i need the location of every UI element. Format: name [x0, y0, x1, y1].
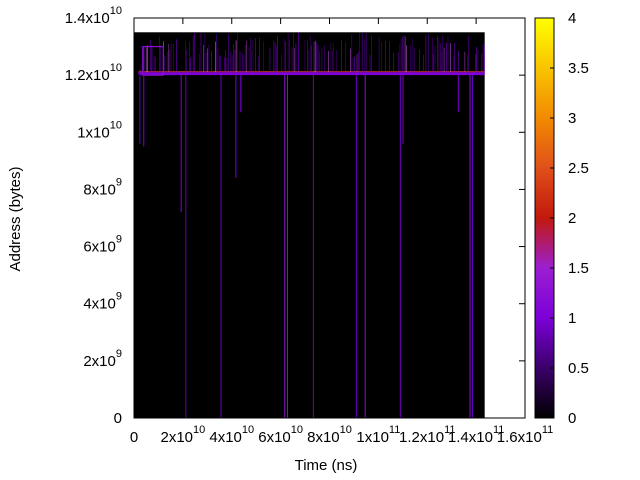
x-tick-exponent: 10	[193, 424, 205, 436]
y-tick-label: 6x109	[83, 234, 122, 256]
x-tick-label: 1.6x1011	[497, 424, 553, 446]
x-axis-label: Time (ns)	[295, 457, 358, 474]
colorbar: 0 0.5 1 1.5 2 2.5 3 3.5 4	[534, 10, 589, 427]
x-tick-exponent: 10	[340, 424, 352, 436]
colorbar-tick-label: 4	[568, 10, 576, 27]
x-tick-exponent: 11	[444, 424, 455, 436]
heatmap-early-region	[142, 45, 164, 76]
colorbar-tick-label: 1	[568, 310, 576, 327]
colorbar-tick-label: 2	[568, 210, 576, 227]
x-tick-label: 2x1010	[160, 424, 205, 446]
y-tick-label: 0	[114, 410, 122, 427]
y-tick-label: 2x109	[83, 348, 122, 370]
y-tick-label: 1x1010	[77, 119, 122, 141]
y-tick-exponent: 9	[116, 291, 122, 303]
x-tick-label: 8x1010	[307, 424, 352, 446]
plot-area	[134, 32, 485, 419]
x-tick-label: 6x1010	[258, 424, 303, 446]
x-tick-label: 4x1010	[209, 424, 254, 446]
y-tick-exponent: 9	[116, 348, 122, 360]
y-tick-label: 1.2x1010	[65, 62, 122, 84]
colorbar-tick-label: 1.5	[568, 260, 589, 277]
colorbar-tick-label: 3	[568, 110, 576, 127]
colorbar-tick-label: 3.5	[568, 60, 589, 77]
x-tick-label: 1.2x1011	[399, 424, 455, 446]
colorbar-tick-label: 0	[568, 410, 576, 427]
y-axis-label: Address (bytes)	[7, 166, 24, 271]
y-tick-label: 8x109	[83, 176, 122, 198]
x-tick-exponent: 10	[291, 424, 303, 436]
y-tick-exponent: 10	[110, 119, 122, 131]
x-tick-exponent: 11	[389, 424, 400, 436]
x-tick-label: 1.4x1011	[448, 424, 504, 446]
x-tick-exponent: 11	[542, 424, 553, 436]
x-tick-exponent: 10	[242, 424, 254, 436]
y-tick-exponent: 9	[116, 234, 122, 246]
y-tick-exponent: 10	[110, 5, 122, 17]
x-tick-label: 1x1011	[356, 424, 400, 446]
heatmap-band-base	[138, 72, 485, 76]
y-tick-label: 4x109	[83, 291, 122, 313]
heatmap-background	[134, 32, 485, 419]
y-tick-label: 1.4x1010	[65, 5, 122, 27]
heatmap-band-streaks	[146, 32, 485, 73]
x-tick-label: 0	[130, 429, 138, 446]
y-tick-exponent: 9	[116, 176, 122, 188]
x-tick-exponent: 11	[493, 424, 504, 436]
y-tick-exponent: 10	[110, 62, 122, 74]
colorbar-tick-label: 2.5	[568, 160, 589, 177]
colorbar-tick-label: 0.5	[568, 360, 589, 377]
